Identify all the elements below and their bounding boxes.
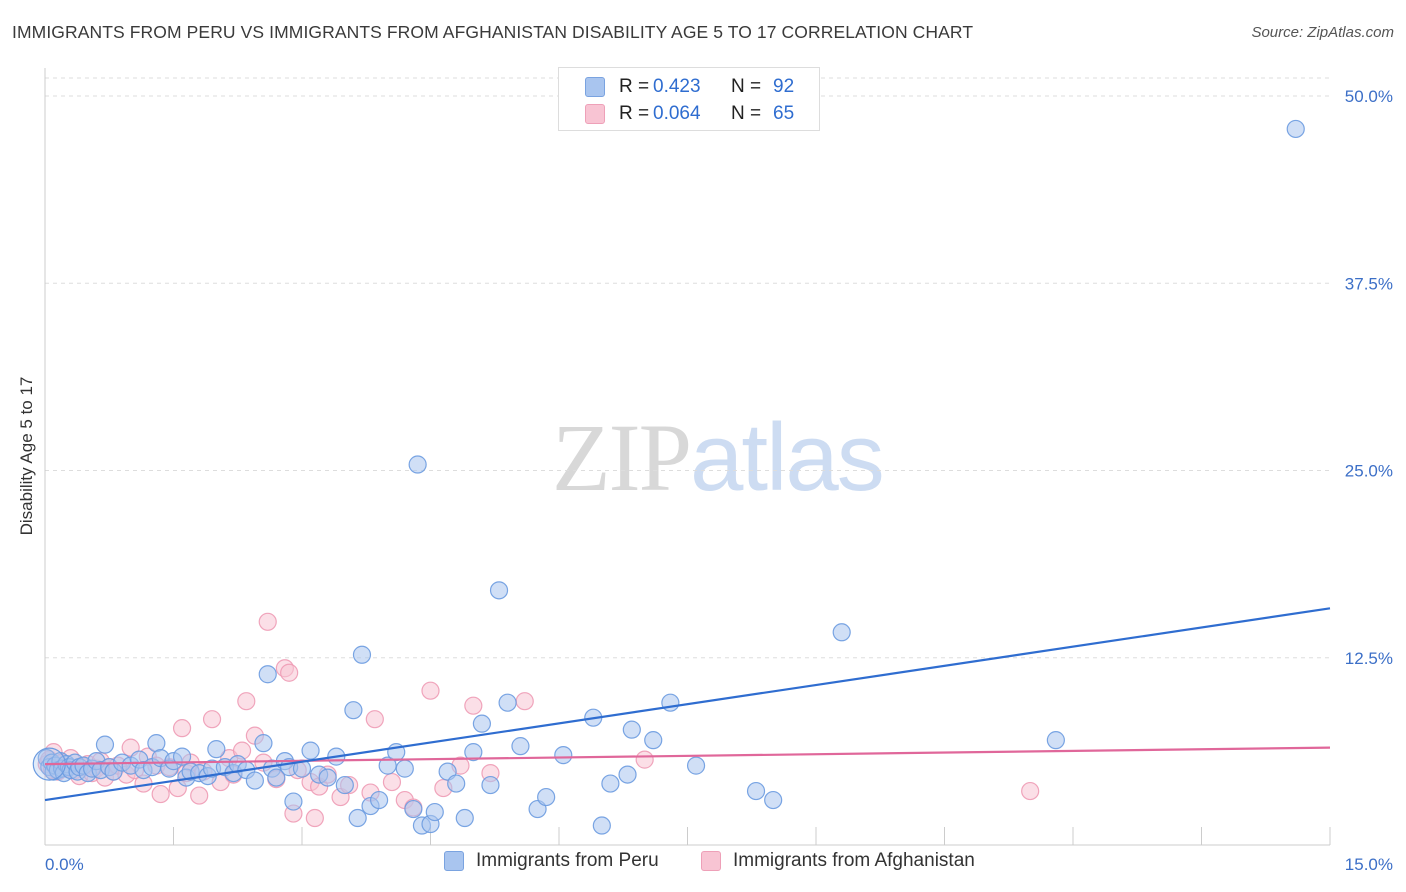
peru-point — [395, 759, 414, 778]
peru-point — [644, 731, 663, 750]
afghanistan-point — [172, 719, 192, 738]
bottom-legend-peru: Immigrants from Peru — [444, 850, 659, 872]
bottom-legend-label-afghanistan: Immigrants from Afghanistan — [733, 850, 975, 871]
peru-point — [267, 768, 286, 787]
peru-point — [464, 743, 483, 762]
peru-point — [481, 775, 500, 795]
afghanistan-point — [151, 784, 170, 804]
afghanistan-point — [515, 692, 534, 711]
bottom-legend-label-peru: Immigrants from Peru — [476, 850, 659, 871]
x-tick-label: 0.0% — [45, 855, 84, 874]
afghanistan-point — [305, 808, 324, 828]
bottom-legend-swatch-afghanistan — [701, 851, 721, 871]
peru-point — [95, 735, 115, 754]
legend-row-peru: R = 0.423 N = 92 — [585, 74, 794, 100]
peru-point — [172, 747, 192, 766]
peru-point — [348, 808, 367, 828]
afghanistan-point — [382, 772, 402, 792]
bottom-legend-swatch-peru — [444, 851, 464, 871]
afghanistan-point — [464, 696, 483, 715]
legend-n-value-peru: 92 — [773, 76, 795, 97]
peru-point — [554, 746, 573, 765]
peru-point — [370, 790, 389, 810]
peru-point — [622, 720, 641, 739]
peru-point — [352, 645, 372, 664]
peru-point — [511, 737, 530, 756]
peru-point — [601, 774, 620, 793]
peru-point — [1286, 119, 1305, 139]
watermark-atlas: atlas — [690, 404, 885, 511]
afghanistan-point — [1021, 781, 1040, 801]
peru-point — [686, 756, 706, 775]
peru-point — [455, 808, 474, 828]
peru-point — [746, 781, 766, 801]
peru-point — [207, 740, 226, 759]
peru-point — [147, 734, 166, 753]
chart-title: IMMIGRANTS FROM PERU VS IMMIGRANTS FROM … — [12, 22, 974, 42]
legend-r-value-afghanistan: 0.064 — [653, 103, 701, 124]
correlation-legend: R = 0.423 N = 92 R = 0.064 N = 65 — [558, 67, 820, 131]
peru-point — [618, 765, 637, 784]
peru-point — [344, 701, 363, 720]
afghanistan-point — [421, 681, 440, 700]
y-tick-label: 37.5% — [1345, 274, 1393, 293]
afghanistan-point — [237, 692, 256, 711]
legend-r-label: R = — [619, 76, 650, 97]
peru-point — [764, 790, 783, 810]
afghanistan-point — [202, 710, 222, 729]
afghanistan-point — [365, 710, 384, 729]
peru-point — [1046, 731, 1065, 750]
y-tick-label: 50.0% — [1345, 87, 1393, 106]
y-axis-label: Disability Age 5 to 17 — [17, 376, 36, 536]
afghanistan-point — [190, 786, 209, 805]
peru-point — [472, 714, 491, 733]
peru-point — [408, 455, 427, 474]
legend-n-label: N = — [731, 103, 762, 124]
peru-point — [378, 756, 397, 775]
peru-point — [258, 665, 277, 684]
afghanistan-point — [635, 750, 654, 769]
afghanistan-trend-line — [44, 746, 1331, 766]
x-tick-label: 15.0% — [1345, 855, 1393, 874]
y-tick-label: 25.0% — [1345, 462, 1393, 481]
legend-swatch-afghanistan — [585, 104, 605, 124]
legend-n-value-afghanistan: 65 — [773, 103, 795, 124]
legend-row-afghanistan: R = 0.064 N = 65 — [585, 101, 794, 127]
source-label: Source: ZipAtlas.com — [1251, 24, 1394, 41]
peru-point — [318, 768, 337, 787]
bottom-legend-afghanistan: Immigrants from Afghanistan — [701, 850, 975, 872]
watermark-zip: ZIP — [552, 404, 692, 511]
watermark: ZIPatlas — [552, 402, 885, 513]
legend-r-value-peru: 0.423 — [653, 76, 701, 97]
peru-point — [284, 792, 303, 811]
peru-point — [489, 581, 509, 600]
peru-trend-line — [44, 607, 1331, 802]
peru-point — [592, 816, 611, 835]
peru-point — [404, 799, 423, 819]
peru-point — [301, 741, 320, 760]
legend-r-label: R = — [619, 103, 650, 124]
peru-point — [537, 787, 556, 807]
legend-swatch-peru — [585, 77, 605, 97]
peru-point — [425, 802, 444, 822]
peru-point — [498, 693, 517, 712]
peru-point — [335, 775, 354, 795]
afghanistan-point — [280, 663, 299, 682]
peru-point — [254, 734, 273, 753]
peru-point — [447, 774, 466, 793]
legend-n-label: N = — [731, 76, 762, 97]
peru-point — [832, 623, 851, 642]
afghanistan-point — [258, 612, 277, 631]
peru-point — [245, 771, 264, 790]
y-tick-label: 12.5% — [1345, 649, 1393, 668]
